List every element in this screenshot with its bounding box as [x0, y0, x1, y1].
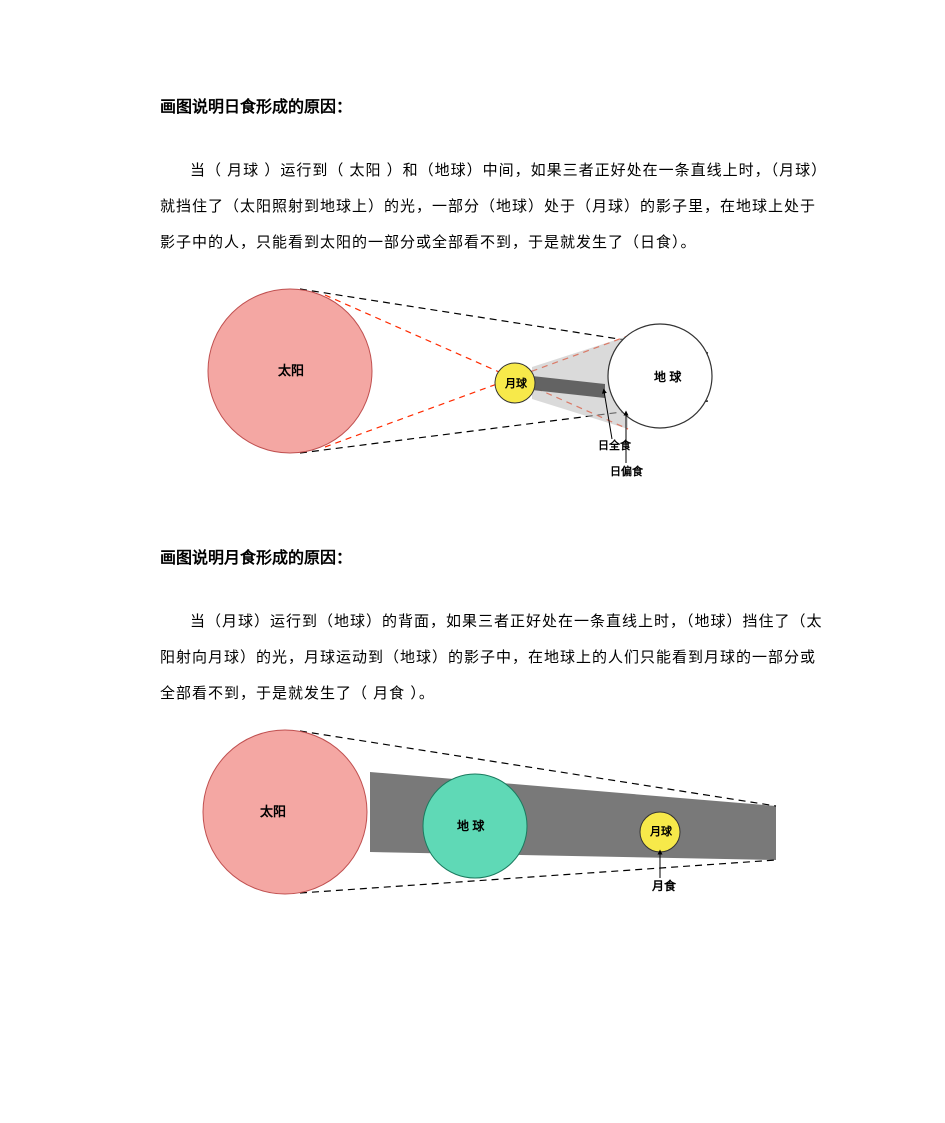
lunar-eclipse-diagram: 太阳地 球 月球月食 — [160, 722, 800, 932]
section2-paragraph: 当（月球）运行到（地球）的背面，如果三者正好处在一条直线上时，（地球）挡住了（太… — [160, 604, 825, 712]
sun-label: 太阳 — [277, 363, 304, 378]
moon-label: 月球 — [504, 376, 528, 390]
section2-heading: 画图说明月食形成的原因： — [160, 541, 825, 576]
earth-label: 地 球 — [457, 818, 485, 833]
solar-eclipse-diagram: 太阳 地 球 月球日全食日偏食 — [160, 271, 800, 501]
solar-eclipse-svg: 太阳 地 球 月球日全食日偏食 — [160, 271, 800, 501]
lunar-eclipse-svg: 太阳地 球 月球月食 — [160, 722, 800, 932]
sun-label: 太阳 — [259, 804, 286, 819]
moon-label: 月球 — [649, 824, 673, 838]
earth-label: 地 球 — [654, 369, 682, 384]
callout-label: 日偏食 — [610, 464, 644, 478]
section1-paragraph: 当（ 月球 ）运行到（ 太阳 ）和（地球）中间，如果三者正好处在一条直线上时，（… — [160, 153, 825, 261]
callout-label: 日全食 — [598, 438, 632, 452]
page-root: 画图说明日食形成的原因： 当（ 月球 ）运行到（ 太阳 ）和（地球）中间，如果三… — [0, 0, 945, 1123]
section1-heading: 画图说明日食形成的原因： — [160, 90, 825, 125]
tangent-line — [300, 860, 776, 893]
callout-label: 月食 — [651, 878, 677, 893]
